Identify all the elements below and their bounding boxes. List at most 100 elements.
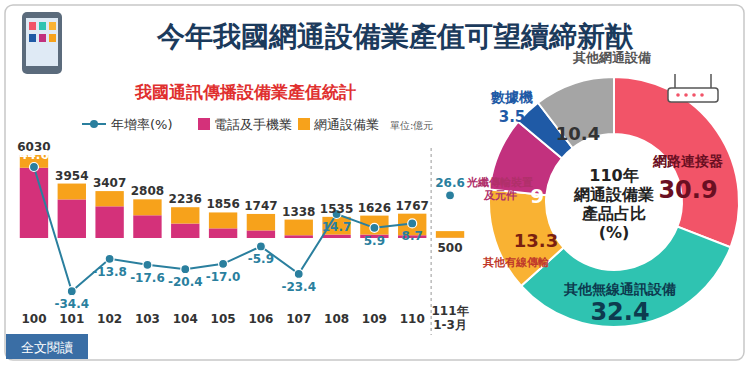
- total-label: 1747: [244, 199, 277, 213]
- x-tick: 110: [400, 312, 425, 326]
- growth-label: -34.4: [54, 297, 89, 311]
- bar: [285, 235, 313, 238]
- total-label: 2808: [131, 184, 164, 198]
- x-tick-label: 109: [362, 312, 387, 326]
- bar: [247, 214, 275, 230]
- plot-area: [20, 155, 464, 296]
- chart-root: 今年我國網通設備業產值可望續締新猷我國通訊傳播設備業產值統計年增率(%)電話及手…: [0, 0, 750, 366]
- x-tick-label: 110: [400, 312, 425, 326]
- growth-label: 26.6: [435, 176, 465, 190]
- legend-swatch: [90, 120, 98, 128]
- slice-value: 32.4: [590, 298, 649, 326]
- frame: [5, 5, 744, 360]
- chart-subtitle: 我國通訊傳播設備業產值統計: [134, 82, 356, 102]
- growth-label: -5.9: [248, 252, 274, 266]
- bar: [171, 224, 199, 238]
- growth-label: 14.7: [322, 220, 352, 234]
- x-tick-label: 106: [248, 312, 273, 326]
- x-tick-label: 102: [97, 312, 122, 326]
- x-tick-label: 101: [59, 312, 84, 326]
- growth-marker: [29, 162, 38, 171]
- total-label: 1535: [320, 202, 353, 216]
- bar: [322, 217, 350, 235]
- slice-value: 13.3: [514, 230, 558, 251]
- growth-marker: [181, 265, 190, 274]
- x-tick: 102: [97, 312, 122, 326]
- growth-label: 8.7: [402, 229, 423, 243]
- growth-marker: [105, 254, 114, 263]
- bar: [209, 228, 237, 238]
- growth-marker: [370, 223, 379, 232]
- legend: 年增率(%) 電話及手機業 網通設備業: [82, 117, 379, 132]
- growth-marker: [294, 269, 303, 278]
- slice-value: 30.9: [658, 176, 717, 204]
- x-tick: 105: [211, 312, 236, 326]
- donut-labels: 網路連接器30.9其他無線通訊設備32.4其他有線傳輸13.3光纖傳輸裝置及元件…: [466, 50, 723, 326]
- phone-icon: [22, 12, 62, 74]
- x-tick-label: 111年1-3月: [432, 304, 469, 332]
- growth-label: -17.6: [130, 271, 165, 285]
- bar: [285, 220, 313, 236]
- growth-marker: [408, 219, 417, 228]
- total-label: 1767: [396, 199, 429, 213]
- slice-name: 其他無線通訊設備: [563, 281, 676, 297]
- donut: [489, 77, 739, 327]
- total-label: 500: [438, 241, 463, 255]
- slice-name: 數據機: [490, 89, 533, 105]
- bar: [171, 207, 199, 223]
- slice-name: 光纖傳輸裝置及元件: [466, 176, 533, 202]
- x-tick: 106: [248, 312, 273, 326]
- x-tick-label: 107: [286, 312, 311, 326]
- legend-label: 電話及手機業: [214, 117, 292, 132]
- bar: [58, 199, 86, 238]
- donut-title: 110年網通設備業產品占比(%): [573, 166, 654, 242]
- x-axis: 100 101 102 103 104 105 106 107 108 109 110 111年1-3…: [17, 304, 469, 332]
- bar: [247, 230, 275, 238]
- slice-name: 其他網通設備: [572, 50, 651, 65]
- x-tick-label: 103: [135, 312, 160, 326]
- growth-label: 5.9: [364, 234, 385, 248]
- growth-label: -13.8: [92, 265, 127, 279]
- legend-swatch: [198, 118, 210, 130]
- bar: [436, 231, 464, 238]
- x-tick-label: 104: [173, 312, 198, 326]
- bar: [58, 184, 86, 200]
- x-tick: 101: [59, 312, 84, 326]
- slice-value: 9.5: [530, 184, 565, 208]
- bar: [95, 206, 123, 238]
- footer-link: 全文閱讀: [21, 340, 73, 355]
- growth-label: -23.4: [281, 280, 316, 294]
- growth-marker: [143, 260, 152, 269]
- bar: [209, 212, 237, 228]
- total-label: 1856: [206, 197, 239, 211]
- x-tick: 108: [324, 312, 349, 326]
- growth-marker: [256, 242, 265, 251]
- x-tick-label: 100: [21, 312, 46, 326]
- bar: [95, 191, 123, 206]
- x-tick: 111年1-3月: [432, 304, 469, 332]
- footer-button: [6, 334, 88, 359]
- total-label: 1626: [358, 201, 391, 215]
- slice: [538, 77, 614, 148]
- growth-marker: [446, 191, 455, 200]
- legend-label: 網通設備業: [313, 117, 379, 132]
- x-tick: 104: [173, 312, 198, 326]
- router-icon: [668, 74, 718, 102]
- bar: [133, 199, 161, 215]
- bar: [322, 235, 350, 238]
- x-tick: 107: [286, 312, 311, 326]
- growth-label: -17.0: [206, 270, 241, 284]
- slice-name: 其他有線傳輸: [482, 256, 550, 269]
- growth-line: [34, 167, 412, 291]
- total-label: 3407: [93, 176, 126, 190]
- total-label: 1338: [282, 205, 315, 219]
- growth-label: -20.4: [168, 275, 203, 289]
- x-tick-label: 105: [211, 312, 236, 326]
- x-tick: 103: [135, 312, 160, 326]
- total-label: 2236: [169, 192, 202, 206]
- bar: [133, 215, 161, 238]
- legend-label: 年增率(%): [111, 117, 173, 132]
- x-tick: 109: [362, 312, 387, 326]
- legend-swatch: [298, 118, 310, 130]
- growth-marker: [67, 287, 76, 296]
